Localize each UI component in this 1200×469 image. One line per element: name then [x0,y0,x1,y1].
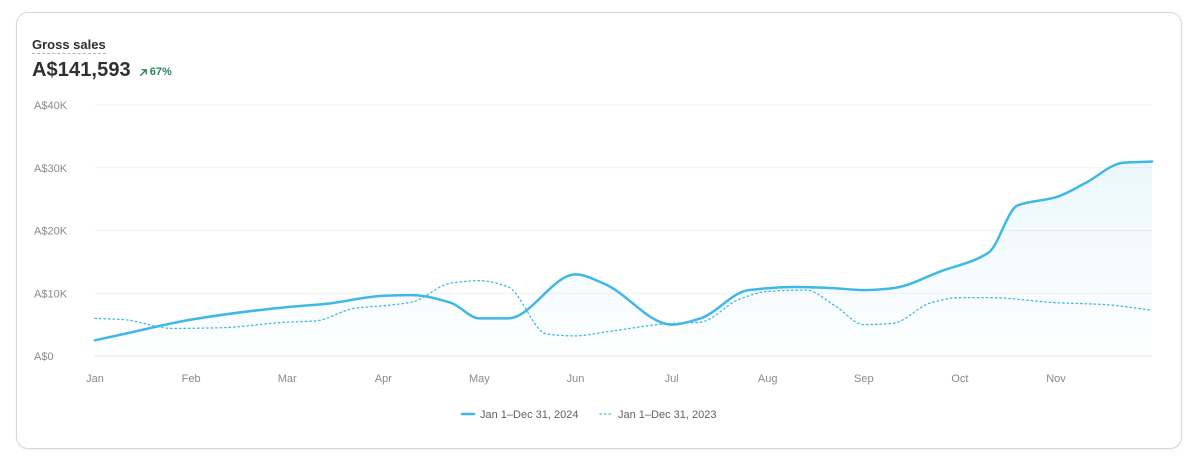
x-tick-label: Feb [182,373,201,385]
x-tick-label: Sep [854,373,874,385]
legend-label: Jan 1–Dec 31, 2024 [480,409,578,421]
metric-value: A$141,593 [32,59,131,81]
x-tick-label: May [469,373,490,385]
x-tick-label: Nov [1046,373,1066,385]
y-tick-label: A$20K [34,226,68,238]
legend-item-2023[interactable]: Jan 1–Dec 31, 2023 [599,409,716,421]
arrow-up-right-icon [139,68,147,76]
x-tick-label: Aug [758,373,778,385]
y-tick-label: A$0 [34,351,54,363]
metric-summary: A$141,593 67% [32,59,172,82]
x-tick-label: Apr [375,373,392,385]
legend-item-2024[interactable]: Jan 1–Dec 31, 2024 [460,409,578,421]
y-tick-label: A$40K [34,100,68,112]
legend-label: Jan 1–Dec 31, 2023 [618,409,716,421]
metric-change-value: 67% [149,66,172,78]
x-tick-label: Jun [567,373,585,385]
metric-title[interactable]: Gross sales [32,37,106,54]
x-tick-label: Mar [278,373,297,385]
series-line-2024 [93,160,1154,342]
metric-change-badge: 67% [139,63,172,78]
x-tick-label: Jan [86,373,104,385]
y-tick-label: A$10K [34,288,68,300]
x-tick-label: Oct [951,373,968,385]
y-tick-label: A$30K [34,163,68,175]
x-tick-label: Jul [665,373,679,385]
series-area-2024 [95,161,1153,356]
